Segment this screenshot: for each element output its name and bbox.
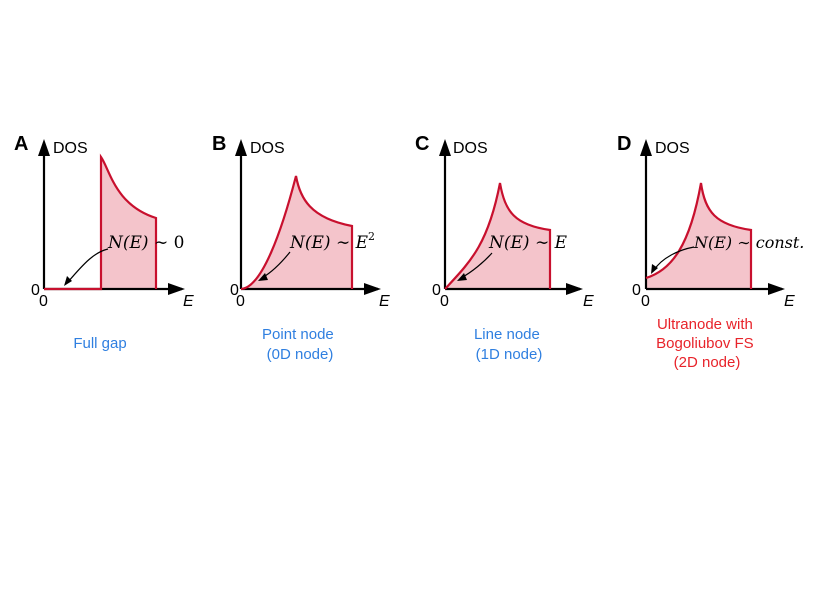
dos-formula: N(E) ∼ const. (693, 233, 804, 252)
panel-letter: D (617, 133, 631, 155)
dos-fill (241, 176, 352, 289)
pointer-arrowhead-icon (258, 273, 268, 281)
dos-curve (44, 153, 158, 291)
y-axis-arrowhead-icon (640, 139, 652, 156)
origin-x-label: 0 (440, 293, 449, 310)
panel-a: A DOS 0 0 E N(E) ∼ 0 Full gap (14, 133, 194, 352)
pointer-arrowhead-icon (64, 276, 72, 286)
pointer-arrowhead-icon (651, 264, 658, 274)
origin-x-label: 0 (39, 293, 48, 310)
y-axis-label: DOS (453, 140, 488, 157)
panel-b: B DOS 0 0 E N(E) ∼ E2 Point node (0D nod… (212, 133, 390, 363)
x-axis-arrowhead-icon (364, 283, 381, 295)
origin-x-label: 0 (236, 293, 245, 310)
y-axis-label: DOS (250, 140, 285, 157)
y-axis-arrowhead-icon (235, 139, 247, 156)
x-axis-label: E (379, 293, 390, 310)
panel-d: D DOS 0 0 E N(E) ∼ const. Ultranode with… (617, 133, 804, 371)
origin-y-label: 0 (31, 282, 40, 299)
x-axis-label: E (784, 293, 795, 310)
x-axis-arrowhead-icon (768, 283, 785, 295)
x-axis-arrowhead-icon (168, 283, 185, 295)
y-axis-arrowhead-icon (439, 139, 451, 156)
dos-curve (645, 182, 753, 289)
origin-x-label: 0 (641, 293, 650, 310)
panel-caption: Point node (0D node) (262, 326, 338, 363)
panel-caption: Line node (1D node) (474, 326, 544, 363)
dos-formula: N(E) ∼ E (488, 233, 568, 253)
panel-letter: A (14, 133, 28, 155)
origin-y-label: 0 (632, 282, 641, 299)
dos-formula: N(E) ∼ E2 (289, 230, 375, 253)
x-axis-arrowhead-icon (566, 283, 583, 295)
panel-letter: C (415, 133, 429, 155)
origin-y-label: 0 (230, 282, 239, 299)
dos-fill (445, 183, 550, 289)
dos-curve (240, 175, 354, 291)
pointer-arrowhead-icon (457, 273, 467, 281)
x-axis-label: E (583, 293, 594, 310)
y-axis-label: DOS (655, 140, 690, 157)
y-axis-arrowhead-icon (38, 139, 50, 156)
dos-curve (444, 182, 552, 290)
x-axis-label: E (183, 293, 194, 310)
dos-fill (101, 157, 156, 289)
dos-fill (646, 183, 751, 289)
y-axis-label: DOS (53, 140, 88, 157)
origin-y-label: 0 (432, 282, 441, 299)
panel-caption: Full gap (73, 335, 126, 352)
panel-c: C DOS 0 0 E N(E) ∼ E Line node (1D node) (415, 133, 594, 363)
dos-formula: N(E) ∼ 0 (107, 233, 184, 253)
annotation-pointer (67, 248, 109, 283)
panel-caption: Ultranode with Bogoliubov FS (2D node) (656, 316, 758, 371)
panel-letter: B (212, 133, 226, 155)
